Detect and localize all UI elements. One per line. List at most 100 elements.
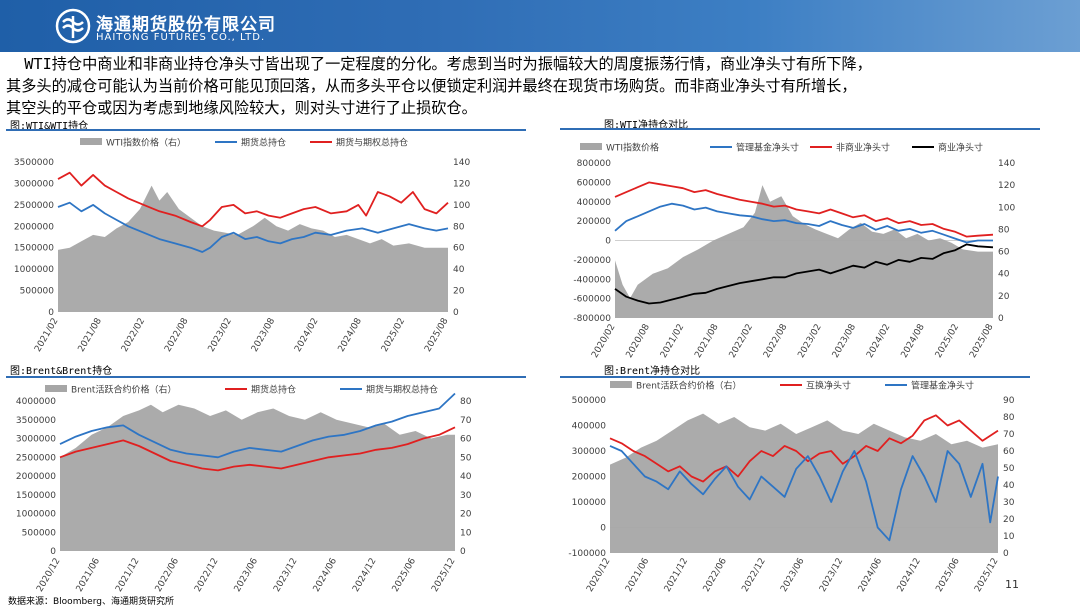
series-line [57, 201, 449, 253]
divider [560, 128, 1040, 130]
legend-label: 商业净头寸 [938, 142, 983, 154]
y-right-tick-label: 60 [1003, 447, 1015, 457]
legend-swatch [610, 381, 632, 388]
y-left-tick-label: 200000 [572, 473, 607, 483]
legend-label: 互换净头寸 [806, 380, 851, 392]
x-tick-label: 2025/06 [934, 556, 961, 594]
legend-swatch [80, 138, 102, 145]
x-tick-label: 2023/12 [818, 557, 845, 594]
chart-brent-net: -100000 0 100000 200000 300000 400000 500000 0 1… [568, 380, 1015, 594]
chart-brent-oi: 0 500000 1000000 1500000 2000000 2500000 30000… [16, 384, 472, 594]
x-tick-label: 2023/12 [272, 557, 299, 594]
y-left-tick-label: 800000 [577, 159, 612, 169]
divider [560, 376, 1030, 378]
x-tick-label: 2024/12 [896, 557, 923, 594]
y-right-tick-label: 0 [1003, 549, 1009, 559]
legend-label: 期货与期权总持仓 [336, 137, 408, 149]
x-tick-label: 2023/02 [207, 317, 234, 354]
y-right-tick-label: 60 [460, 435, 472, 445]
x-tick-label: 2022/08 [762, 322, 789, 360]
legend-label: WTI指数价格（右） [106, 137, 186, 149]
x-tick-label: 2022/02 [120, 317, 147, 354]
y-right-tick-label: 140 [453, 158, 470, 168]
y-left-tick-label: 0 [48, 308, 54, 318]
x-tick-label: 2025/08 [423, 316, 450, 354]
y-left-tick-label: 0 [605, 237, 611, 247]
y-right-tick-label: 20 [998, 292, 1010, 302]
y-left-tick-label: 200000 [577, 217, 612, 227]
y-right-tick-label: 30 [1003, 498, 1015, 508]
x-tick-label: 2022/02 [728, 323, 755, 360]
x-tick-label: 2022/12 [740, 557, 767, 594]
y-right-tick-label: 20 [460, 510, 472, 520]
legend-label: 期货与期权总持仓 [366, 384, 438, 396]
x-tick-label: 2022/08 [163, 316, 190, 354]
y-left-tick-label: -400000 [573, 275, 611, 285]
y-left-tick-label: 400000 [577, 198, 612, 208]
intro-paragraph: WTI持仓中商业和非商业持仓净头寸皆出现了一定程度的分化。考虑到当时为振幅较大的… [6, 53, 1076, 119]
y-left-tick-label: 2000000 [16, 472, 56, 482]
x-tick-label: 2024/02 [865, 323, 892, 360]
y-right-tick-label: 120 [453, 179, 470, 189]
x-tick-label: 2021/06 [75, 556, 102, 594]
y-right-tick-label: 0 [460, 547, 466, 557]
x-tick-label: 2024/08 [900, 322, 927, 360]
y-left-tick-label: -600000 [573, 295, 611, 305]
x-tick-label: 2021/08 [77, 316, 104, 354]
y-left-tick-label: 0 [600, 524, 606, 534]
x-tick-label: 2021/02 [659, 323, 686, 360]
y-right-tick-label: 70 [1003, 430, 1015, 440]
y-left-tick-label: 600000 [577, 178, 612, 188]
y-right-tick-label: 50 [1003, 464, 1015, 474]
y-left-tick-label: 3500000 [16, 416, 56, 426]
series-line [614, 202, 993, 244]
x-tick-label: 2021/06 [624, 556, 651, 594]
y-left-tick-label: 1000000 [14, 265, 54, 275]
y-right-tick-label: 120 [998, 181, 1015, 191]
x-tick-label: 2023/08 [831, 322, 858, 360]
y-left-tick-label: 3500000 [14, 158, 54, 168]
x-tick-label: 2020/02 [590, 323, 617, 360]
series-area [615, 185, 993, 318]
y-left-tick-label: 2500000 [16, 453, 56, 463]
y-right-tick-label: 20 [453, 287, 465, 297]
x-tick-label: 2022/12 [193, 557, 220, 594]
y-left-tick-label: 500000 [22, 528, 57, 538]
x-tick-label: 2021/02 [33, 317, 60, 354]
y-left-tick-label: -800000 [573, 314, 611, 324]
y-right-tick-label: 40 [1003, 481, 1015, 491]
legend-label: 期货总持仓 [241, 137, 286, 149]
y-right-tick-label: 50 [460, 453, 472, 463]
x-tick-label: 2020/08 [625, 322, 652, 360]
chart-wti-net: -800000 -600000 -400000 -200000 0 200000 40000… [573, 142, 1015, 360]
x-tick-label: 2023/08 [250, 316, 277, 354]
y-left-tick-label: 1500000 [14, 244, 54, 254]
series-line [609, 414, 999, 483]
series-line [614, 181, 994, 238]
series-line [614, 243, 994, 305]
chart-title-brent-oi: 图:Brent&Brent持仓 [10, 366, 113, 377]
legend-label: Brent活跃合约价格（右） [636, 380, 741, 392]
brand-name-cn: 海通期货股份有限公司 [96, 15, 276, 35]
haitong-logo-icon [55, 8, 91, 44]
y-left-tick-label: 2500000 [14, 201, 54, 211]
y-left-tick-label: 300000 [572, 447, 607, 457]
legend-label: 管理基金净头寸 [911, 380, 974, 392]
y-right-tick-label: 40 [453, 265, 465, 275]
y-right-tick-label: 60 [998, 248, 1010, 258]
divider [6, 376, 526, 378]
chart-title-wti-oi: 图:WTI&WTI持仓 [10, 121, 89, 132]
x-tick-label: 2021/12 [114, 557, 141, 594]
x-tick-label: 2025/06 [391, 556, 418, 594]
legend-label: Brent活跃合约价格（右） [71, 384, 176, 396]
source-note: 数据来源：Bloomberg、海通期货研究所 [8, 597, 174, 607]
series-line [59, 392, 456, 459]
y-right-tick-label: 140 [998, 159, 1015, 169]
legend-label: 非商业净头寸 [836, 142, 890, 154]
y-left-tick-label: 2000000 [14, 222, 54, 232]
legend-label: WTI指数价格 [606, 142, 659, 154]
y-left-tick-label: 500000 [572, 396, 607, 406]
y-left-tick-label: 3000000 [14, 179, 54, 189]
x-tick-label: 2020/12 [35, 557, 62, 594]
x-tick-label: 2021/12 [663, 557, 690, 594]
